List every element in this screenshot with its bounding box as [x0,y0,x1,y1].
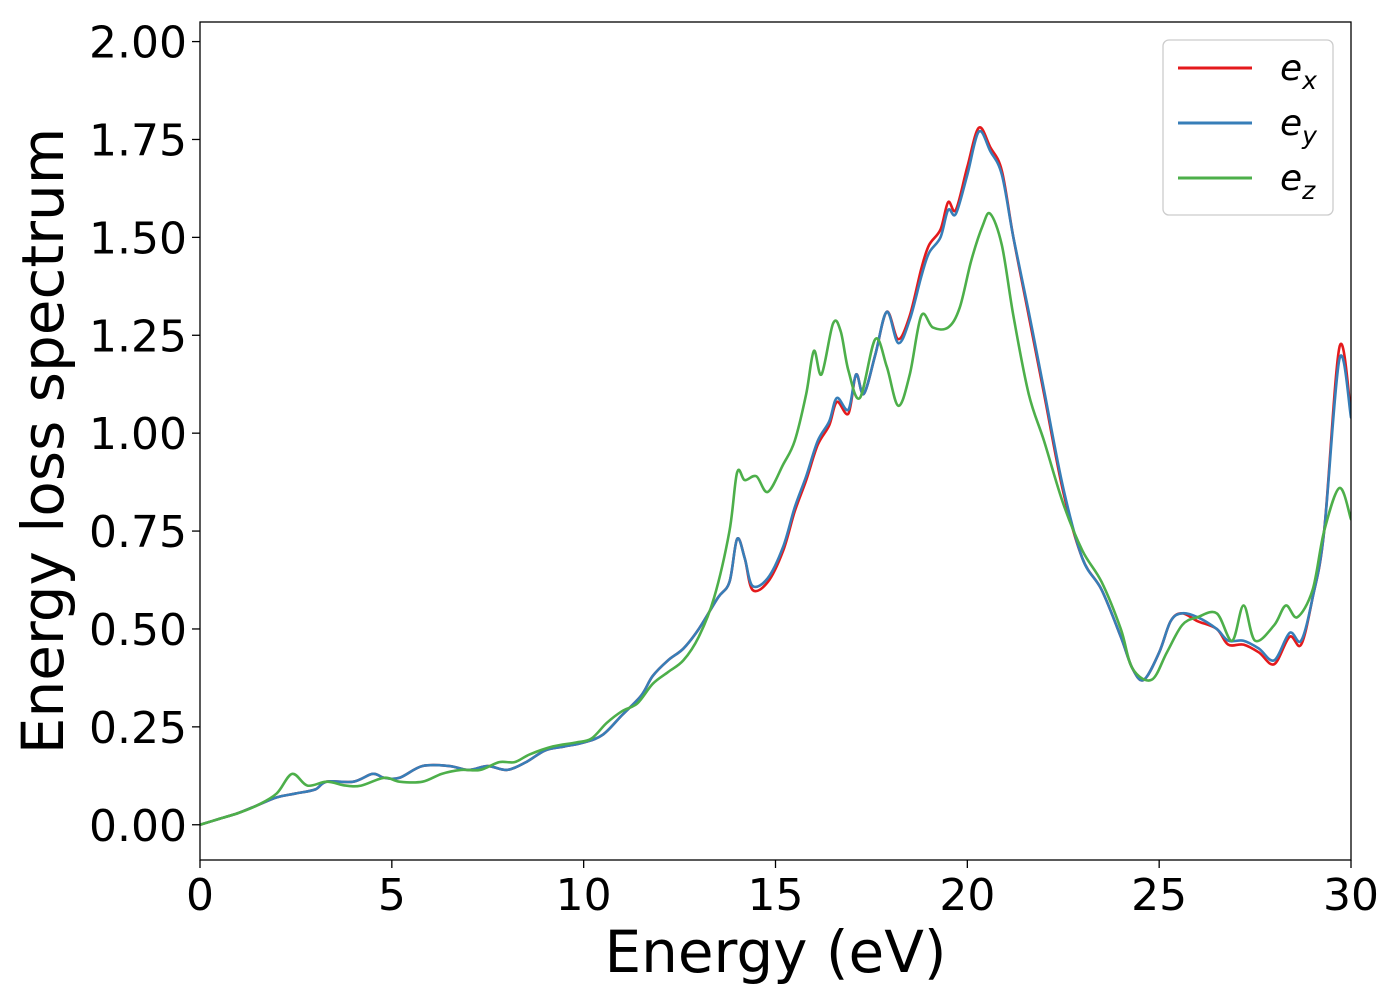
legend-label-z: ez [1280,158,1316,205]
x-tick-label: 30 [1323,870,1379,921]
plot-background [200,22,1351,860]
legend-label-base: e [1280,103,1302,144]
legend-label-x: ex [1280,48,1317,95]
y-tick-label: 1.50 [89,213,187,264]
x-tick-label: 15 [748,870,804,921]
y-tick-label: 0.00 [89,801,187,852]
series-layer [200,126,1351,827]
y-tick-label: 0.50 [89,605,187,656]
legend-label-y: ey [1280,103,1318,150]
y-tick-label: 1.00 [89,409,187,460]
x-tick-label: 10 [556,870,612,921]
y-tick-label: 0.75 [89,507,187,558]
x-tick-label: 0 [186,870,214,921]
x-tick-label: 20 [939,870,995,921]
legend-label-base: e [1280,48,1302,89]
legend-label-subscript: z [1301,176,1316,205]
legend-label-subscript: x [1301,66,1317,95]
x-axis: 0 5 10 15 20 25 30 [186,860,1379,921]
legend-box [1162,39,1334,216]
series-line-z [200,211,1351,827]
y-tick-label: 0.25 [89,703,187,754]
y-tick-label: 1.75 [89,115,187,166]
y-tick-label: 1.25 [89,311,187,362]
legend-label-subscript: y [1301,121,1318,150]
series-line-y [200,129,1351,827]
y-tick-label: 2.00 [89,18,187,69]
x-tick-label: 25 [1131,870,1187,921]
y-axis: 0.00 0.25 0.50 0.75 1.00 1.25 1.50 1.75 2.00 [89,18,200,852]
legend-label-base: e [1280,158,1302,199]
y-axis-title: Energy loss spectrum [9,128,77,754]
x-axis-title: Energy (eV) [604,918,946,986]
x-tick-label: 5 [378,870,406,921]
